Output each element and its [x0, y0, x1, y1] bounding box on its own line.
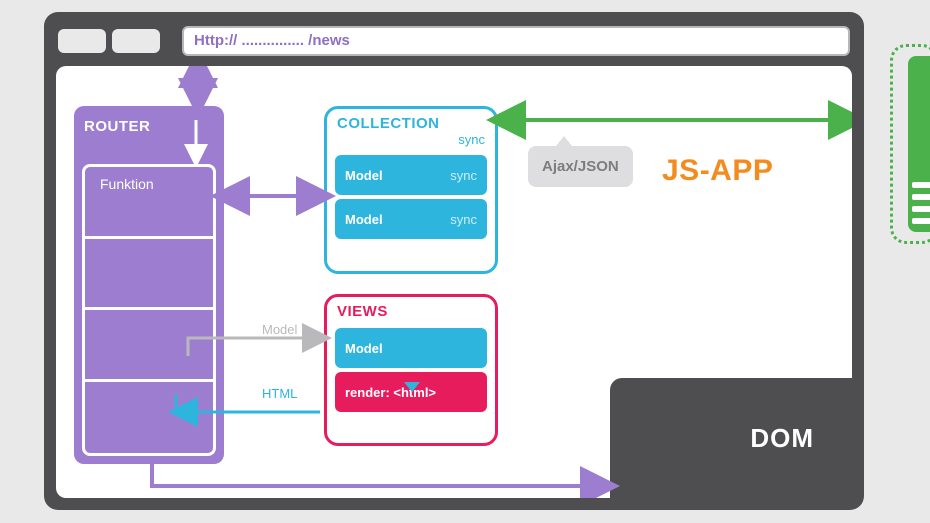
views-model: Model — [335, 328, 487, 368]
model-label: Model — [345, 212, 383, 227]
model-sync: sync — [450, 212, 477, 227]
js-app-label: JS-APP — [662, 154, 773, 188]
router-row-4 — [85, 382, 213, 454]
browser-frame: Http:// ............... /news ROUTER Fun… — [44, 12, 864, 510]
arrow-label-model: Model — [262, 322, 297, 337]
views-render: render: <html> — [335, 372, 487, 412]
collection-model-1: Model sync — [335, 155, 487, 195]
router-row-2 — [85, 239, 213, 311]
views-model-label: Model — [345, 341, 383, 356]
server-panel-rows — [912, 176, 930, 230]
views-title: VIEWS — [327, 297, 495, 324]
router-row-3 — [85, 310, 213, 382]
router-panel: ROUTER Funktion — [74, 106, 224, 464]
nav-button-2 — [112, 29, 160, 53]
dom-box: DOM — [610, 378, 852, 498]
arrow-label-html: HTML — [262, 386, 297, 401]
collection-panel: COLLECTION sync Model sync Model sync — [324, 106, 498, 274]
collection-title: COLLECTION — [327, 109, 495, 132]
model-sync: sync — [450, 168, 477, 183]
model-label: Model — [345, 168, 383, 183]
model-to-render-triangle-icon — [404, 382, 420, 392]
views-panel: VIEWS Model render: <html> — [324, 294, 498, 446]
ajax-json-label: Ajax/JSON — [528, 146, 633, 187]
arrow-router-dom — [152, 464, 604, 486]
url-bar: Http:// ............... /news — [182, 26, 850, 56]
collection-model-2: Model sync — [335, 199, 487, 239]
collection-sync-label: sync — [327, 132, 495, 151]
router-grid — [82, 164, 216, 456]
router-first-row-label: Funktion — [100, 176, 154, 192]
nav-button-1 — [58, 29, 106, 53]
browser-content: ROUTER Funktion COLLECTION sync — [56, 66, 852, 498]
router-inner-arrow — [74, 106, 224, 166]
